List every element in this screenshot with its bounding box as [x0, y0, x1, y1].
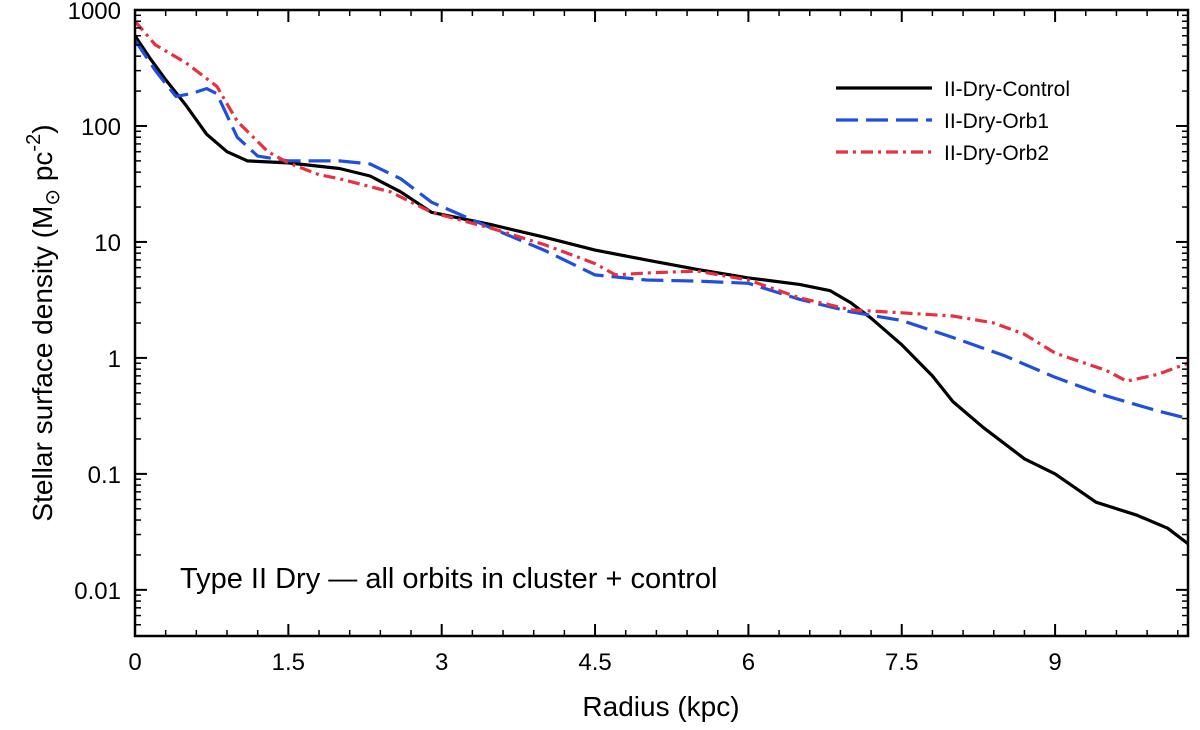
series-line-1 — [135, 34, 1188, 545]
y-axis-title-unit: pc — [27, 152, 58, 189]
y-tick-label: 1 — [108, 346, 121, 373]
x-tick-label: 0 — [128, 649, 141, 676]
legend-label-2: II-Dry-Orb1 — [944, 110, 1049, 133]
x-tick-label: 4.5 — [578, 649, 611, 676]
y-tick-label: 1000 — [68, 0, 121, 25]
series-line-3 — [135, 20, 1188, 383]
legend-label-3: II-Dry-Orb2 — [944, 142, 1049, 165]
x-tick-label: 9 — [1048, 649, 1061, 676]
chart-annotation: Type II Dry — all orbits in cluster + co… — [180, 563, 718, 595]
y-tick-label: 0.01 — [74, 578, 121, 605]
series-layer — [135, 20, 1188, 545]
x-tick-label: 3 — [435, 649, 448, 676]
solar-mass-symbol: ⊙ — [42, 189, 64, 206]
x-tick-label: 6 — [742, 649, 755, 676]
y-axis-title-exponent: -2 — [23, 134, 45, 152]
x-axis-title: Radius (kpc) — [582, 691, 739, 722]
y-tick-label: 0.1 — [88, 462, 121, 489]
series-line-2 — [135, 39, 1188, 421]
legend-label-1: II-Dry-Control — [944, 78, 1070, 101]
x-tick-label: 7.5 — [885, 649, 918, 676]
y-axis-title-prefix: Stellar surface density (M — [27, 206, 58, 522]
tick-labels-layer: 0 1.5 3 4.5 6 7.5 9 0.01 0.1 1 10 100 1000 — [68, 0, 1062, 676]
y-tick-label: 10 — [94, 230, 121, 257]
legend: II-Dry-Control II-Dry-Orb1 II-Dry-Orb2 — [836, 78, 1070, 165]
y-axis-title: Stellar surface density (M⊙ pc-2) — [23, 124, 64, 521]
y-axis-title-suffix: ) — [27, 124, 58, 133]
plot-frame — [133, 8, 1190, 638]
x-tick-label: 1.5 — [272, 649, 305, 676]
ticks-layer — [134, 9, 1188, 637]
y-tick-label: 100 — [81, 114, 121, 141]
